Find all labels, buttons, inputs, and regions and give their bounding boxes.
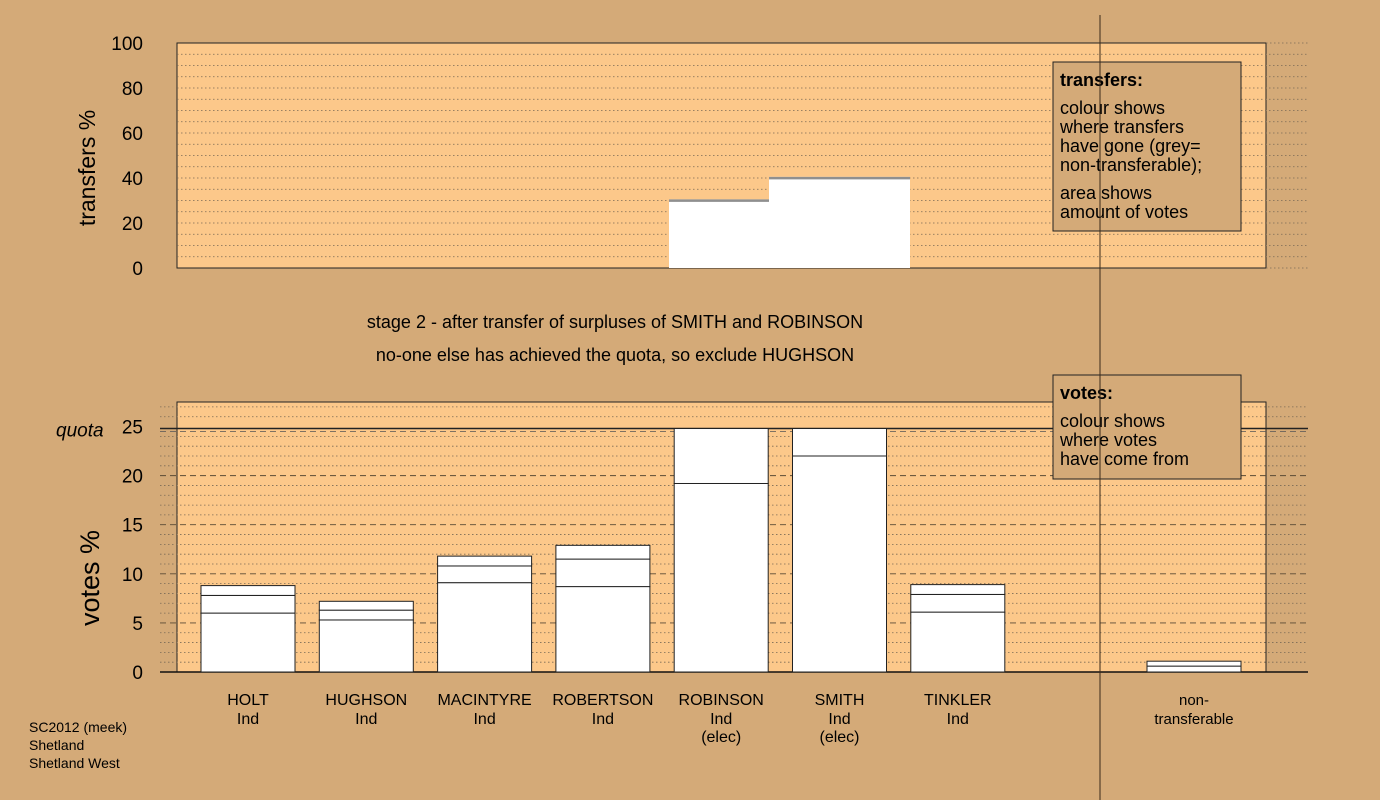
transfers-legend-title: transfers:: [1060, 70, 1143, 90]
transfer-blocks: [669, 176, 910, 268]
bar-segment-macintyre: [437, 555, 533, 567]
votes-y-tick-label: 0: [132, 663, 143, 684]
bar-segment-robertson: [555, 586, 651, 673]
bar-segment-macintyre: [437, 582, 533, 673]
transfers-legend-line: non-transferable);: [1060, 155, 1202, 175]
votes-legend-title: votes:: [1060, 383, 1113, 403]
vote-bars: [200, 428, 1242, 673]
transfers-legend-line: amount of votes: [1060, 202, 1188, 222]
transfers-y-tick-label: 80: [122, 79, 143, 100]
votes-y-tick-label: 15: [122, 516, 143, 537]
votes-legend-line: have come from: [1060, 449, 1189, 469]
candidate-name-label: ROBINSON: [679, 692, 764, 709]
stage-title: stage 2 - after transfer of surpluses of…: [367, 312, 863, 332]
candidate-party-label: Ind: [828, 711, 850, 728]
nontransferable-bar-segment: [1146, 665, 1242, 673]
nontransferable-label: non-: [1179, 692, 1209, 709]
candidate-party-label: Ind: [710, 711, 732, 728]
votes-legend-line: where votes: [1059, 430, 1157, 450]
bar-segment-holt: [200, 594, 296, 614]
transfers-y-tick-label: 40: [122, 169, 143, 190]
transfers-y-ticks: 0 20 40 60 80 100: [111, 34, 143, 280]
candidate-party-label: Ind: [355, 711, 377, 728]
footer-line: Shetland West: [29, 755, 120, 771]
candidate-name-label: MACINTYRE: [437, 692, 531, 709]
transfers-legend-line: area shows: [1060, 183, 1152, 203]
candidate-name-label: SMITH: [815, 692, 865, 709]
transfers-legend-line: colour shows: [1060, 98, 1165, 118]
transfers-y-tick-label: 20: [122, 214, 143, 235]
candidate-labels: HOLT Ind HUGHSON Ind MACINTYRE Ind ROBERTSON In…: [227, 692, 1233, 746]
transfer-nontransferable-strip: [769, 176, 910, 180]
votes-y-tick-label: 10: [122, 565, 143, 586]
bar-segment-smith: [792, 455, 887, 673]
votes-y-tick-label: 25: [122, 418, 143, 439]
bar-segment-tinkler: [910, 611, 1006, 673]
transfers-y-tick-label: 100: [111, 34, 143, 55]
votes-y-axis-label: votes %: [75, 530, 105, 626]
transfers-y-tick-label: 0: [132, 259, 143, 280]
stage-note: no-one else has achieved the quota, so e…: [376, 345, 854, 365]
candidate-name-label: TINKLER: [924, 692, 992, 709]
transfers-panel: 0 20 40 60 80 100 transfers % transfers: colo…: [74, 34, 1308, 280]
candidate-party-label: Ind: [592, 711, 614, 728]
votes-y-ticks: 0 5 10 15 20 25: [122, 418, 143, 684]
bar-segment-hughson: [318, 609, 414, 621]
bar-segment-smith: [792, 428, 887, 457]
votes-legend-line: colour shows: [1060, 411, 1165, 431]
bar-segment-holt: [200, 612, 296, 673]
candidate-name-label: ROBERTSON: [552, 692, 653, 709]
candidate-elected-label: (elec): [819, 729, 859, 746]
candidate-party-label: Ind: [473, 711, 495, 728]
bar-segment-macintyre: [437, 565, 533, 584]
votes-y-tick-label: 20: [122, 467, 143, 488]
votes-legend-box: [1052, 374, 1242, 480]
candidate-party-label: Ind: [947, 711, 969, 728]
transfers-y-tick-label: 60: [122, 124, 143, 145]
bar-segment-robinson: [673, 482, 769, 673]
bar-segment-hughson: [318, 600, 414, 611]
bar-segment-hughson: [318, 619, 414, 673]
candidate-name-label: HUGHSON: [325, 692, 407, 709]
bar-segment-robertson: [555, 558, 651, 588]
transfers-legend-box: [1052, 61, 1242, 232]
candidate-party-label: Ind: [237, 711, 259, 728]
footer-line: SC2012 (meek): [29, 719, 127, 735]
bar-segment-robinson: [673, 428, 769, 484]
transfers-legend-line: where transfers: [1059, 117, 1184, 137]
quota-label: quota: [56, 421, 104, 442]
transfer-block-smith: [769, 176, 910, 268]
bar-segment-tinkler: [910, 584, 1006, 595]
bar-segment-tinkler: [910, 593, 1006, 613]
votes-y-tick-label: 5: [132, 614, 143, 635]
nontransferable-label: transferable: [1154, 711, 1233, 728]
bar-segment-holt: [200, 585, 296, 596]
footer-line: Shetland: [29, 737, 84, 753]
candidate-name-label: HOLT: [227, 692, 269, 709]
nontransferable-bar-segment: [1146, 660, 1242, 667]
votes-panel: 0 5 10 15 20 25 HOLT Ind HUGHSON Ind MACINTYRE Ind…: [56, 374, 1308, 746]
footer: SC2012 (meek) Shetland Shetland West: [29, 719, 127, 771]
bar-segment-robertson: [555, 544, 651, 560]
transfers-y-axis-label: transfers %: [74, 110, 100, 226]
transfers-legend-line: have gone (grey=: [1060, 136, 1201, 156]
transfer-nontransferable-strip: [669, 199, 774, 202]
transfer-block-robinson: [669, 199, 774, 268]
candidate-elected-label: (elec): [701, 729, 741, 746]
